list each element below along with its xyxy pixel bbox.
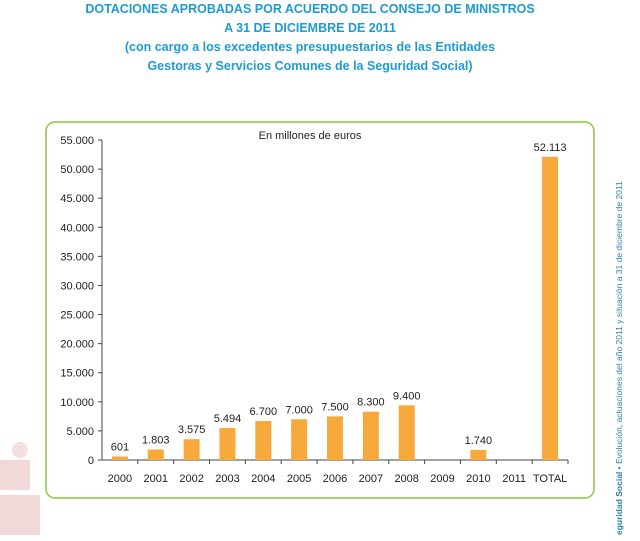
y-tick-label: 50.000 bbox=[60, 164, 94, 176]
x-tick-label: 2006 bbox=[323, 473, 347, 485]
data-label-2007: 8.300 bbox=[357, 397, 385, 409]
y-tick-label: 55.000 bbox=[60, 135, 94, 147]
bar-2001 bbox=[147, 449, 164, 460]
y-tick-label: 30.000 bbox=[60, 280, 94, 292]
y-tick-label: 45.000 bbox=[60, 193, 94, 205]
data-label-2010: 1.740 bbox=[465, 435, 493, 447]
bar-2000 bbox=[111, 456, 128, 460]
bar-2006 bbox=[327, 416, 343, 460]
chart-subtitle-line-1: (con cargo a los excedentes presupuestar… bbox=[124, 40, 496, 54]
x-tick-label: 2004 bbox=[251, 473, 275, 485]
data-label-2000: 601 bbox=[111, 442, 129, 454]
y-tick-label: 0 bbox=[88, 455, 94, 467]
x-tick-label: 2011 bbox=[502, 473, 526, 485]
x-tick-label: 2001 bbox=[144, 473, 168, 485]
bar-2003 bbox=[219, 428, 236, 460]
x-tick-label: TOTAL bbox=[533, 473, 567, 485]
data-label-TOTAL: 52.113 bbox=[534, 142, 567, 154]
data-label-2004: 6.700 bbox=[250, 406, 278, 418]
side-caption-rest: • Evolución, actuaciones del año 2011 y … bbox=[614, 181, 624, 472]
bar-2002 bbox=[183, 439, 200, 460]
chart-title-line-1: DOTACIONES APROBADAS POR ACUERDO DEL CON… bbox=[85, 2, 535, 16]
data-label-2003: 5.494 bbox=[214, 413, 242, 425]
y-tick-label: 15.000 bbox=[60, 368, 94, 380]
x-tick-label: 2003 bbox=[215, 473, 239, 485]
data-label-2006: 7.500 bbox=[321, 401, 349, 413]
bar-TOTAL bbox=[542, 156, 559, 460]
chart-annotation: En millones de euros bbox=[259, 130, 362, 142]
side-caption-bold: eguridad Social bbox=[614, 471, 624, 535]
coat-of-arms-watermark-icon bbox=[0, 442, 40, 535]
data-label-2008: 9.400 bbox=[393, 390, 421, 402]
chart-title-block: DOTACIONES APROBADAS POR ACUERDO DEL CON… bbox=[40, 0, 580, 76]
y-tick-label: 20.000 bbox=[60, 339, 94, 351]
chart-title-line-2: A 31 DE DICIEMBRE DE 2011 bbox=[224, 21, 396, 35]
y-tick-label: 5.000 bbox=[66, 426, 94, 438]
chart-axes: 0 5.000 10.000 15.000 20.000 25.000 30.000 35.0… bbox=[60, 135, 569, 485]
chart-subtitle-line-2: Gestoras y Servicios Comunes de la Segur… bbox=[147, 59, 473, 73]
x-tick-label: 2002 bbox=[179, 473, 203, 485]
bar-2004 bbox=[255, 421, 272, 460]
x-tick-label: 2005 bbox=[287, 473, 311, 485]
y-tick-label: 25.000 bbox=[60, 310, 94, 322]
x-tick-label: 2007 bbox=[359, 473, 383, 485]
bar-2010 bbox=[470, 449, 487, 460]
y-tick-label: 10.000 bbox=[60, 397, 94, 409]
x-tick-label: 2008 bbox=[394, 473, 418, 485]
bar-2007 bbox=[362, 411, 379, 460]
side-caption: eguridad Social • Evolución, actuaciones… bbox=[614, 181, 624, 535]
x-tick-label: 2009 bbox=[430, 473, 454, 485]
data-label-2002: 3.575 bbox=[178, 424, 206, 436]
chart-frame bbox=[45, 121, 595, 499]
data-label-2005: 7.000 bbox=[285, 404, 313, 416]
data-label-2001: 1.803 bbox=[142, 435, 170, 447]
x-tick-label: 2010 bbox=[466, 473, 490, 485]
chart-bars: 601 1.803 3.575 5.494 6.700 7.000 7.500 8.300 9.… bbox=[111, 142, 567, 460]
x-tick-label: 2000 bbox=[108, 473, 132, 485]
y-tick-label: 35.000 bbox=[60, 251, 94, 263]
y-tick-label: 40.000 bbox=[60, 222, 94, 234]
bar-2005 bbox=[291, 419, 308, 460]
bar-2008 bbox=[398, 405, 415, 460]
